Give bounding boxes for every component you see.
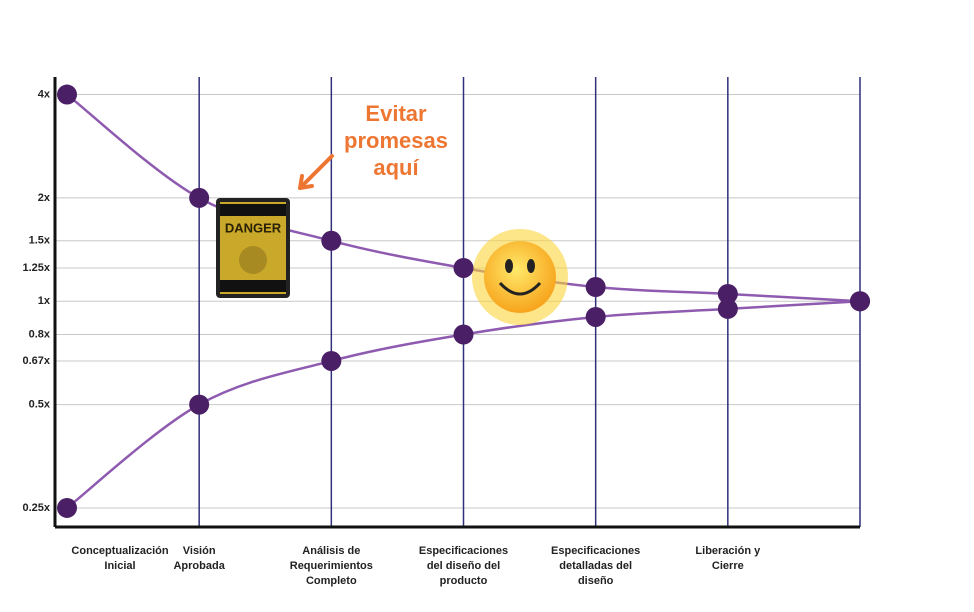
point [717,298,738,319]
y-tick-label: 2x [38,192,51,204]
point [57,497,77,518]
annotation-line: Evitar [365,101,427,126]
point [585,277,606,298]
x-tick-label: Conceptualización Inicial [71,545,168,572]
y-tick-label: 0.25x [22,502,50,514]
sun-eye [527,259,535,273]
x-tick-line: Especificaciones [551,545,640,557]
x-tick-line: Visión [183,545,216,557]
x-tick-label: Especificaciones del diseño del producto [419,545,508,587]
x-tick-line: Conceptualización [71,545,168,557]
x-tick-line: Completo [306,575,357,587]
x-tick-label: Especificaciones detalladas del diseño [551,545,640,587]
sign-stripe [220,280,286,292]
x-tick-line: diseño [578,575,614,587]
sign-text: DANGER [225,220,282,235]
annotation-line: promesas [344,128,448,153]
point [189,187,210,208]
danger-sign: DANGER [216,198,290,298]
point [850,291,870,312]
point [57,84,77,105]
x-tick-line: detalladas del [559,560,632,572]
y-tick-label: 1.5x [29,235,51,247]
annotation-arrow [298,154,334,190]
sun-smile [498,281,542,296]
sun-eye [505,259,513,273]
x-tick-line: Requerimientos [290,560,373,572]
annotation: Evitar promesas aquí [344,101,448,180]
point [453,324,474,345]
x-tick-line: Liberación y [695,545,761,557]
y-tick-label: 0.8x [29,328,51,340]
x-tick-line: producto [440,575,488,587]
point [717,283,738,304]
y-tick-label: 0.5x [29,399,51,411]
x-tick-label: Liberación y Cierre [695,545,761,572]
point [321,350,342,371]
point [189,394,210,415]
x-tick-line: Inicial [104,560,135,572]
sign-skull [239,246,267,274]
grid [55,94,860,509]
x-tick-label: Análisis de Requerimientos Completo [290,545,373,587]
sign-stripe [220,204,286,216]
sun [472,229,568,325]
x-tick-line: Cierre [712,560,744,572]
point [585,306,606,327]
annotation-line: aquí [373,155,419,180]
x-tick-line: Especificaciones [419,545,508,557]
x-tick-line: Aprobada [173,560,225,572]
x-tick-line: Análisis de [302,545,360,557]
y-tick-label: 1x [38,295,51,307]
y-tick-label: 0.67x [22,355,50,367]
y-tick-label: 1.25x [22,262,50,274]
sun-face [484,241,556,313]
x-tick-line: del diseño del [427,560,500,572]
point [453,257,474,278]
x-tick-label: Visión Aprobada [173,545,225,572]
point [321,230,342,251]
y-tick-label: 4x [38,88,51,100]
